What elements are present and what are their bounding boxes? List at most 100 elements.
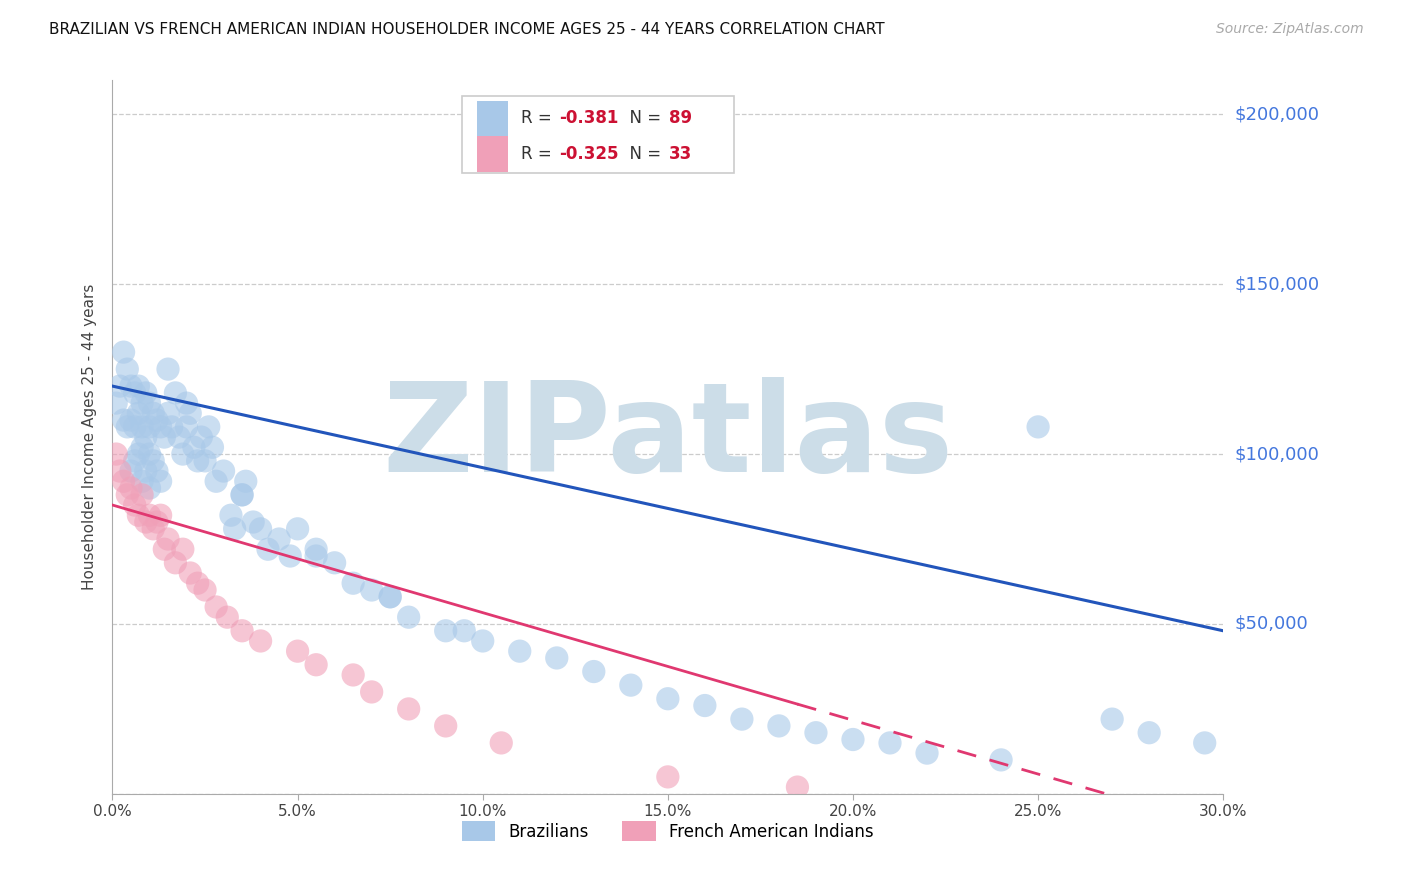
Text: N =: N = xyxy=(619,145,666,163)
Text: -0.325: -0.325 xyxy=(560,145,619,163)
Text: 33: 33 xyxy=(669,145,692,163)
Point xyxy=(380,590,402,604)
Point xyxy=(117,488,139,502)
Point xyxy=(146,464,169,478)
Point xyxy=(108,464,131,478)
Point xyxy=(287,644,309,658)
Text: ZIPatlas: ZIPatlas xyxy=(382,376,953,498)
Point xyxy=(768,719,790,733)
Point xyxy=(434,719,457,733)
Point xyxy=(205,475,228,489)
Point xyxy=(131,488,153,502)
Point xyxy=(224,522,246,536)
Point xyxy=(135,385,157,400)
Point xyxy=(231,488,253,502)
Point xyxy=(172,447,194,461)
Point xyxy=(157,362,180,376)
Point xyxy=(323,556,346,570)
Point xyxy=(105,396,128,410)
Point xyxy=(201,440,224,454)
Point xyxy=(167,430,190,444)
Point xyxy=(731,712,754,726)
Point xyxy=(135,430,157,444)
Point xyxy=(398,610,420,624)
Text: R =: R = xyxy=(522,145,557,163)
Point xyxy=(124,498,146,512)
Point xyxy=(657,691,679,706)
Point xyxy=(172,542,194,557)
Point xyxy=(176,396,198,410)
Point xyxy=(149,475,172,489)
Point xyxy=(915,746,938,760)
Point xyxy=(398,702,420,716)
Point xyxy=(546,651,568,665)
Point xyxy=(1026,420,1049,434)
Point xyxy=(127,447,149,461)
Point xyxy=(305,657,328,672)
Point xyxy=(693,698,716,713)
Text: $50,000: $50,000 xyxy=(1234,615,1308,633)
Point xyxy=(205,599,228,614)
FancyBboxPatch shape xyxy=(463,96,734,173)
Point xyxy=(231,488,253,502)
Point xyxy=(117,362,139,376)
Point xyxy=(305,549,328,563)
Point xyxy=(142,522,165,536)
Point xyxy=(582,665,605,679)
Point xyxy=(179,566,201,580)
Point xyxy=(509,644,531,658)
Text: $150,000: $150,000 xyxy=(1234,275,1319,293)
Point xyxy=(138,481,160,495)
Point xyxy=(267,532,291,546)
Point xyxy=(138,447,160,461)
Point xyxy=(657,770,679,784)
Point xyxy=(157,532,180,546)
Point xyxy=(190,430,212,444)
Point xyxy=(157,406,180,420)
Point xyxy=(471,634,494,648)
Point xyxy=(786,780,808,794)
Point xyxy=(120,481,142,495)
Point xyxy=(131,420,153,434)
Point xyxy=(278,549,301,563)
Text: $100,000: $100,000 xyxy=(1234,445,1319,463)
Point xyxy=(142,454,165,468)
Point xyxy=(231,624,253,638)
Y-axis label: Householder Income Ages 25 - 44 years: Householder Income Ages 25 - 44 years xyxy=(82,284,97,591)
Point xyxy=(149,508,172,523)
Point xyxy=(149,420,172,434)
Text: R =: R = xyxy=(522,110,557,128)
Point xyxy=(212,464,235,478)
Point xyxy=(142,406,165,420)
Point xyxy=(138,508,160,523)
Point xyxy=(153,430,176,444)
Point xyxy=(342,576,364,591)
Text: Source: ZipAtlas.com: Source: ZipAtlas.com xyxy=(1216,22,1364,37)
Point xyxy=(112,475,135,489)
Point xyxy=(1137,725,1160,739)
Point xyxy=(105,447,128,461)
Point xyxy=(249,522,271,536)
Text: $200,000: $200,000 xyxy=(1234,105,1319,123)
Point xyxy=(187,454,209,468)
Point xyxy=(434,624,457,638)
Point xyxy=(176,420,198,434)
Point xyxy=(491,736,513,750)
Point xyxy=(135,464,157,478)
Point xyxy=(990,753,1012,767)
Point xyxy=(1101,712,1123,726)
Point xyxy=(127,406,149,420)
Point xyxy=(194,582,217,597)
Point xyxy=(153,542,176,557)
Point xyxy=(287,522,309,536)
Point xyxy=(124,454,146,468)
Point xyxy=(124,420,146,434)
Point xyxy=(197,420,219,434)
Point xyxy=(131,475,153,489)
Point xyxy=(120,379,142,393)
Point xyxy=(108,379,131,393)
Point xyxy=(380,590,402,604)
Point xyxy=(179,406,201,420)
Point xyxy=(117,420,139,434)
Point xyxy=(1194,736,1216,750)
